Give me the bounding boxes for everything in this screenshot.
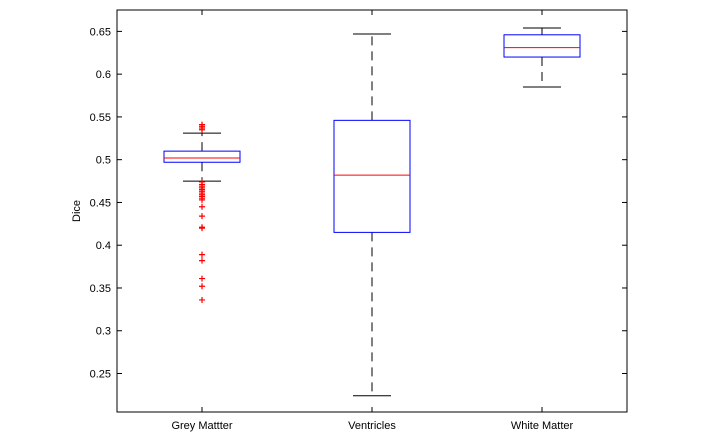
outlier-point xyxy=(199,296,205,303)
boxes xyxy=(163,27,581,397)
box-group xyxy=(503,27,581,88)
box-group xyxy=(163,121,241,303)
box-group xyxy=(333,33,411,397)
x-tick-label: Grey Mattter xyxy=(171,420,232,432)
outlier-point xyxy=(199,213,205,220)
y-tick-label: 0.55 xyxy=(90,112,111,124)
outlier-point xyxy=(199,283,205,290)
outlier-point xyxy=(199,196,205,203)
y-axis-label: Dice xyxy=(71,200,83,222)
y-tick-label: 0.65 xyxy=(90,26,111,38)
iqr-box xyxy=(163,150,241,163)
y-tick-label: 0.4 xyxy=(96,240,111,252)
x-tick-label: White Matter xyxy=(511,420,574,432)
outlier-point xyxy=(199,126,205,133)
outlier-point xyxy=(199,275,205,282)
iqr-box xyxy=(333,119,411,233)
y-tick-label: 0.5 xyxy=(96,155,111,167)
y-tick-label: 0.25 xyxy=(90,369,111,381)
y-axis: 0.25 0.3 0.35 0.4 0.45 0.5 0.55 0.6 0.65 xyxy=(90,26,627,381)
iqr-box xyxy=(503,34,581,58)
y-tick-label: 0.3 xyxy=(96,326,111,338)
outlier-point xyxy=(199,251,205,258)
y-tick-label: 0.35 xyxy=(90,283,111,295)
outlier-point xyxy=(199,257,205,264)
x-axis: Grey Mattter Ventricles White Matter xyxy=(171,10,574,432)
outlier-point xyxy=(199,225,205,232)
y-tick-label: 0.45 xyxy=(90,197,111,209)
outlier-point xyxy=(199,203,205,210)
y-tick-label: 0.6 xyxy=(96,69,111,81)
x-tick-label: Ventricles xyxy=(348,420,396,432)
